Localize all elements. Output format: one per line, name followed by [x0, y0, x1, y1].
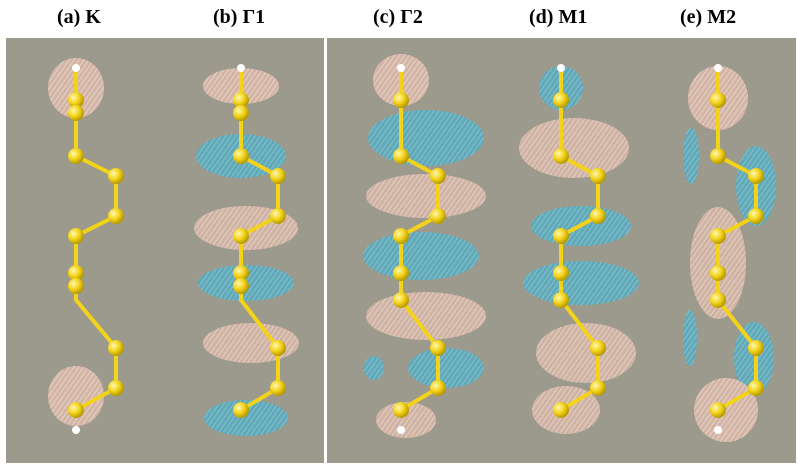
orbital-figure [6, 38, 796, 463]
panel-label-c: (c) Γ2 [373, 6, 423, 28]
panel-labels: (a) K (b) Γ1 (c) Γ2 (d) M1 (e) M2 [0, 0, 798, 38]
panel-a-structure [48, 58, 124, 434]
panel-e-structure [683, 64, 776, 442]
panel-c-structure [363, 54, 486, 438]
panel-b-structure [194, 64, 299, 436]
panel-label-e: (e) M2 [680, 6, 737, 28]
panel-label-a: (a) K [57, 6, 101, 28]
panel-d-structure [519, 64, 639, 434]
panel-label-d: (d) M1 [529, 6, 588, 28]
panel-divider [324, 38, 327, 463]
panel-label-b: (b) Γ1 [213, 6, 266, 28]
